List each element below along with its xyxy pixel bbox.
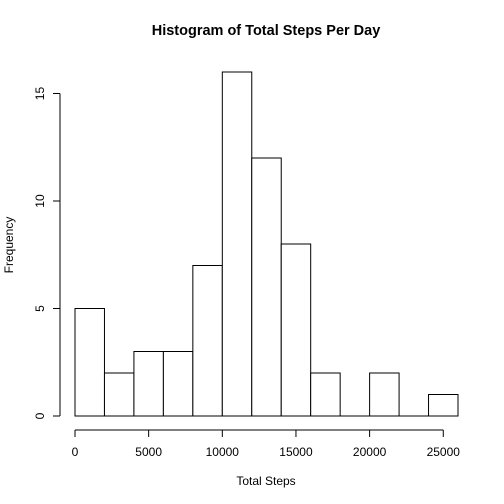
x-tick-label: 10000 xyxy=(206,445,240,459)
histogram-bar xyxy=(162,351,194,417)
y-axis-label: Frequency xyxy=(2,217,16,274)
y-tick-label: 10 xyxy=(33,194,47,208)
histogram-bar xyxy=(251,157,282,417)
y-tick-label: 0 xyxy=(33,412,47,419)
histogram-bar xyxy=(310,372,341,417)
x-axis-ticks: 0 5000 10000 15000 20000 25000 xyxy=(72,430,461,459)
x-tick-label: 0 xyxy=(72,445,79,459)
x-tick-label: 25000 xyxy=(427,445,461,459)
bars-layer xyxy=(74,71,459,417)
x-tick-label: 20000 xyxy=(353,445,387,459)
histogram-bar xyxy=(133,351,164,417)
histogram-bar xyxy=(428,394,459,417)
histogram-bar xyxy=(369,372,400,417)
histogram-bar xyxy=(192,265,223,417)
x-tick-label: 15000 xyxy=(279,445,313,459)
x-axis-label: Total Steps xyxy=(236,474,295,488)
histogram-bar xyxy=(74,308,105,417)
histogram-bar xyxy=(103,372,135,417)
chart-title: Histogram of Total Steps Per Day xyxy=(152,23,381,39)
histogram-bar xyxy=(280,243,312,417)
x-tick-label: 5000 xyxy=(135,445,162,459)
y-axis-ticks: 0 5 10 15 xyxy=(33,87,60,419)
y-tick-label: 15 xyxy=(33,87,47,101)
histogram-bar xyxy=(221,71,253,417)
y-tick-label: 5 xyxy=(33,305,47,312)
